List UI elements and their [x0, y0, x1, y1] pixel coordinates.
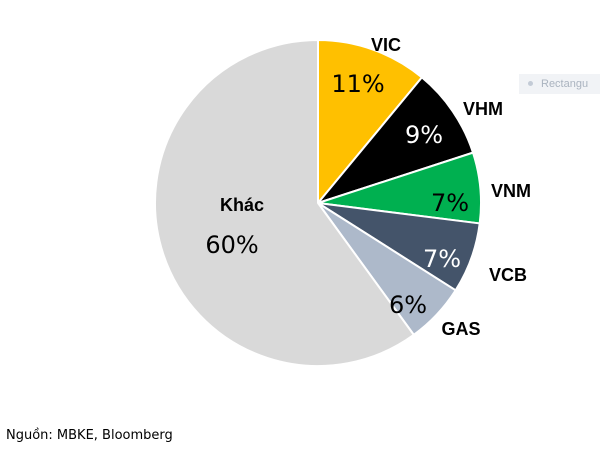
value-label-gas: 6%: [389, 291, 427, 319]
category-label-khác: Khác: [220, 195, 264, 215]
pie-slices: [154, 39, 482, 367]
dot-icon: [528, 81, 533, 87]
pie-slice-vhm: [317, 76, 475, 204]
value-label-vic: 11%: [331, 70, 384, 98]
value-label-vcb: 7%: [423, 245, 461, 273]
category-label-vhm: VHM: [463, 99, 503, 119]
pie-slice-khác: [154, 39, 415, 367]
rectangle-overlay-label: Rectangu: [541, 78, 589, 90]
source-note: Nguồn: MBKE, Bloomberg: [6, 428, 173, 443]
value-label-vhm: 9%: [405, 121, 443, 149]
value-label-khác: 60%: [205, 231, 258, 259]
category-label-vic: VIC: [371, 35, 401, 55]
category-label-vnm: VNM: [491, 181, 531, 201]
rectangle-overlay-tag: Rectangu: [519, 74, 600, 94]
category-label-gas: GAS: [441, 319, 480, 339]
category-label-vcb: VCB: [489, 265, 527, 285]
pie-labels: VIC 11% VHM 9% VNM 7% VCB 7% GAS 6% Khác 60%: [205, 35, 531, 339]
value-label-vnm: 7%: [431, 189, 469, 217]
pie-slice-vic: [317, 39, 423, 204]
